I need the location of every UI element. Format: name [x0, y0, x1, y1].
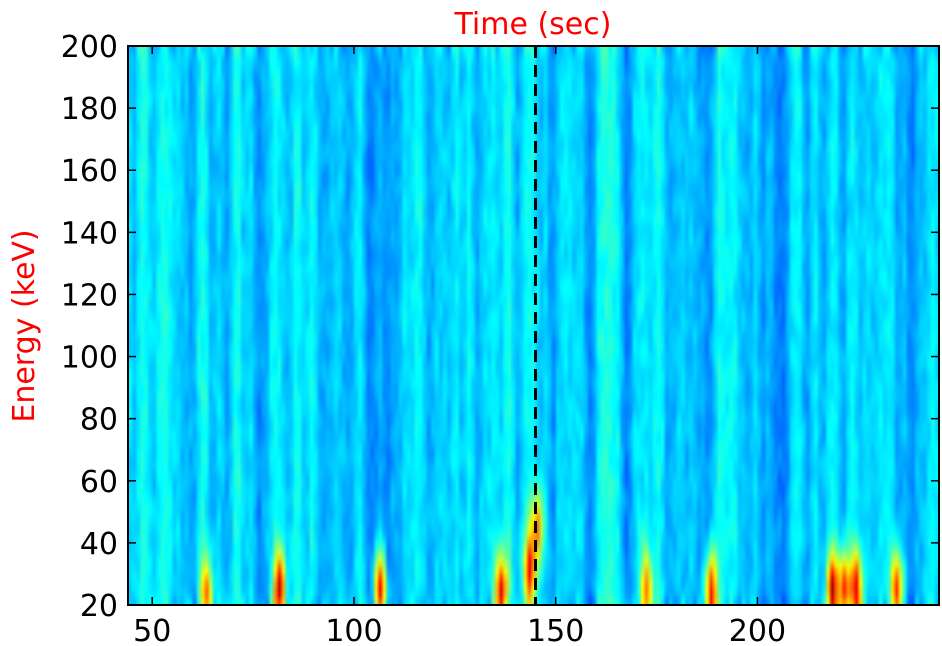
y-tick-label: 160 [61, 154, 118, 189]
y-axis-label: Energy (keV) [7, 229, 42, 422]
x-tick-label: 50 [133, 614, 171, 646]
y-tick-label: 20 [80, 589, 118, 624]
heatmap-layer [128, 46, 939, 605]
chart-title: Time (sec) [454, 7, 612, 42]
heatmap-image [128, 46, 939, 605]
plot-frame [127, 45, 940, 606]
x-tick-label: 100 [325, 614, 382, 646]
y-tick-label: 60 [80, 465, 118, 500]
y-tick-label: 140 [61, 216, 118, 251]
y-tick-label: 200 [61, 30, 118, 65]
y-tick-label: 80 [80, 403, 118, 438]
y-tick-label: 100 [61, 341, 118, 376]
x-tick-label: 200 [729, 614, 786, 646]
x-tick-label: 150 [527, 614, 584, 646]
y-tick-label: 180 [61, 92, 118, 127]
y-axis-ticks: 20 40 60 80 100 120 140 160 180 200 [61, 30, 939, 624]
y-tick-label: 40 [80, 527, 118, 562]
y-tick-label: 120 [61, 278, 118, 313]
x-axis-ticks: 50 100 150 200 [133, 46, 786, 646]
